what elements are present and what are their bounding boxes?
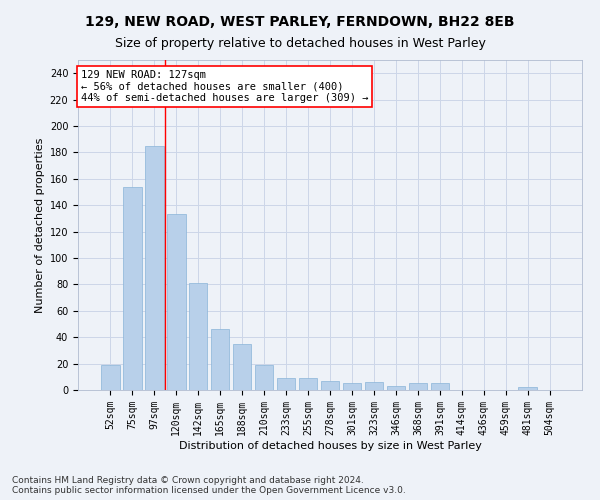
Bar (409, 384, 427, 390)
Bar (233, 344, 251, 390)
Bar (145, 146, 164, 390)
Text: 129 NEW ROAD: 127sqm
← 56% of detached houses are smaller (400)
44% of semi-deta: 129 NEW ROAD: 127sqm ← 56% of detached h… (80, 70, 368, 103)
Bar (343, 384, 361, 390)
Text: 129, NEW ROAD, WEST PARLEY, FERNDOWN, BH22 8EB: 129, NEW ROAD, WEST PARLEY, FERNDOWN, BH… (85, 15, 515, 29)
Bar (167, 214, 185, 390)
Bar (101, 365, 119, 390)
Bar (299, 378, 317, 390)
Bar (255, 365, 274, 390)
Y-axis label: Number of detached properties: Number of detached properties (35, 138, 46, 312)
Text: Size of property relative to detached houses in West Parley: Size of property relative to detached ho… (115, 38, 485, 51)
Bar (123, 186, 142, 390)
Bar (365, 382, 383, 390)
Text: Contains HM Land Registry data © Crown copyright and database right 2024.
Contai: Contains HM Land Registry data © Crown c… (12, 476, 406, 495)
Bar (189, 283, 208, 390)
Bar (211, 330, 229, 390)
Bar (277, 378, 295, 390)
Bar (518, 388, 537, 390)
X-axis label: Distribution of detached houses by size in West Parley: Distribution of detached houses by size … (179, 440, 481, 450)
Bar (431, 384, 449, 390)
Bar (386, 386, 405, 390)
Bar (320, 381, 340, 390)
